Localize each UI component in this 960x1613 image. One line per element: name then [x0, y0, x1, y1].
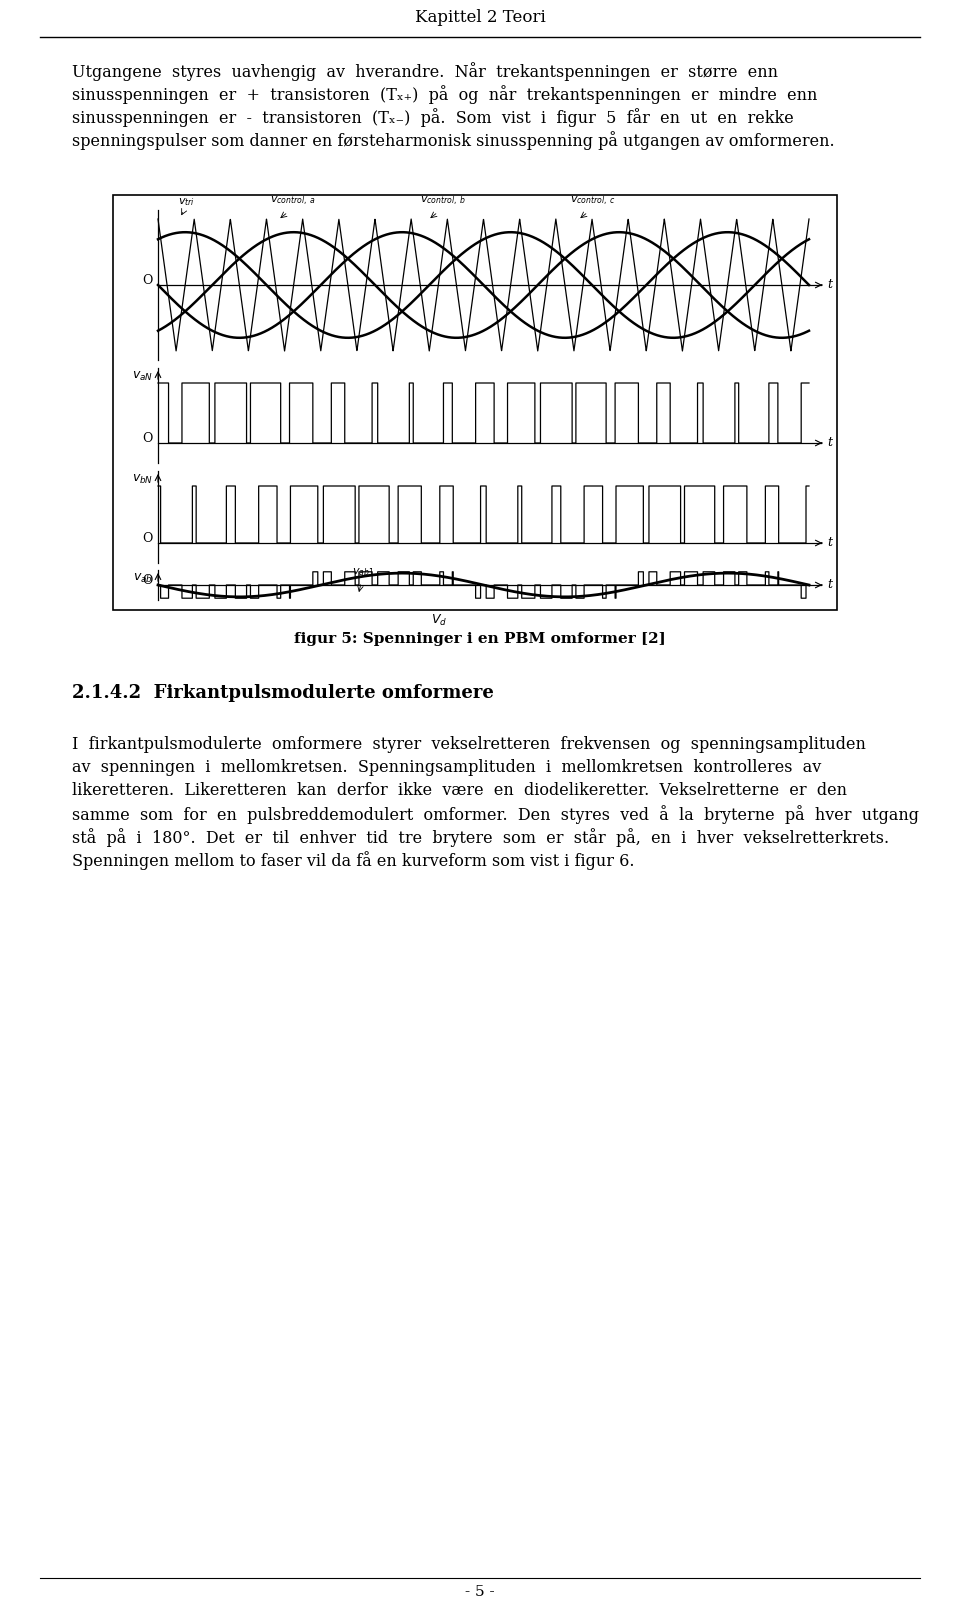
Text: 2.1.4.2  Firkantpulsmodulerte omformere: 2.1.4.2 Firkantpulsmodulerte omformere: [72, 684, 493, 702]
Text: av  spenningen  i  mellomkretsen.  Spenningsamplituden  i  mellomkretsen  kontro: av spenningen i mellomkretsen. Spennings…: [72, 760, 821, 776]
Text: $v_{control,\,a}$: $v_{control,\,a}$: [271, 195, 316, 208]
Text: $v_{ab1}$: $v_{ab1}$: [352, 566, 374, 577]
Text: sinusspenningen  er  +  transistoren  (Tₓ₊)  på  og  når  trekantspenningen  er : sinusspenningen er + transistoren (Tₓ₊) …: [72, 85, 817, 103]
Text: $v_{control,\,c}$: $v_{control,\,c}$: [570, 195, 615, 208]
Text: $v_{ab}$: $v_{ab}$: [133, 571, 153, 584]
Text: Utgangene  styres  uavhengig  av  hverandre.  Når  trekantspenningen  er  større: Utgangene styres uavhengig av hverandre.…: [72, 61, 778, 81]
Text: spenningspulser som danner en førsteharmonisk sinusspenning på utgangen av omfor: spenningspulser som danner en førsteharm…: [72, 131, 834, 150]
Text: $v_{control,\,b}$: $v_{control,\,b}$: [420, 195, 466, 208]
Text: figur 5: Spenninger i en PBM omformer [2]: figur 5: Spenninger i en PBM omformer [2…: [294, 632, 666, 645]
Text: stå  på  i  180°.  Det  er  til  enhver  tid  tre  brytere  som  er  står  på,  : stå på i 180°. Det er til enhver tid tre…: [72, 827, 889, 847]
Bar: [113, 195, 837, 610]
Text: sinusspenningen  er  -  transistoren  (Tₓ₋)  på.  Som  vist  i  figur  5  får  e: sinusspenningen er - transistoren (Tₓ₋) …: [72, 108, 794, 127]
Text: O: O: [143, 432, 153, 445]
Text: t: t: [827, 537, 832, 550]
Text: O: O: [143, 274, 153, 287]
Text: samme  som  for  en  pulsbreddemodulert  omformer.  Den  styres  ved  å  la  bry: samme som for en pulsbreddemodulert omfo…: [72, 805, 919, 824]
Text: $v_{bN}$: $v_{bN}$: [132, 473, 153, 486]
Text: $v_{aN}$: $v_{aN}$: [132, 369, 153, 382]
Text: Spenningen mellom to faser vil da få en kurveform som vist i figur 6.: Spenningen mellom to faser vil da få en …: [72, 852, 635, 869]
Text: O: O: [143, 532, 153, 545]
Text: $V_d$: $V_d$: [431, 613, 447, 627]
Text: O: O: [143, 574, 153, 587]
Text: t: t: [827, 437, 832, 450]
Text: t: t: [827, 279, 832, 292]
Text: I  firkantpulsmodulerte  omformere  styrer  vekselretteren  frekvensen  og  spen: I firkantpulsmodulerte omformere styrer …: [72, 736, 866, 753]
Text: $v_{tri}$: $v_{tri}$: [178, 197, 195, 208]
Text: t: t: [827, 579, 832, 592]
Text: - 5 -: - 5 -: [466, 1586, 494, 1598]
Text: likeretteren.  Likeretteren  kan  derfor  ikke  være  en  diodelikeretter.  Veks: likeretteren. Likeretteren kan derfor ik…: [72, 782, 847, 798]
Text: Kapittel 2 Teori: Kapittel 2 Teori: [415, 10, 545, 26]
